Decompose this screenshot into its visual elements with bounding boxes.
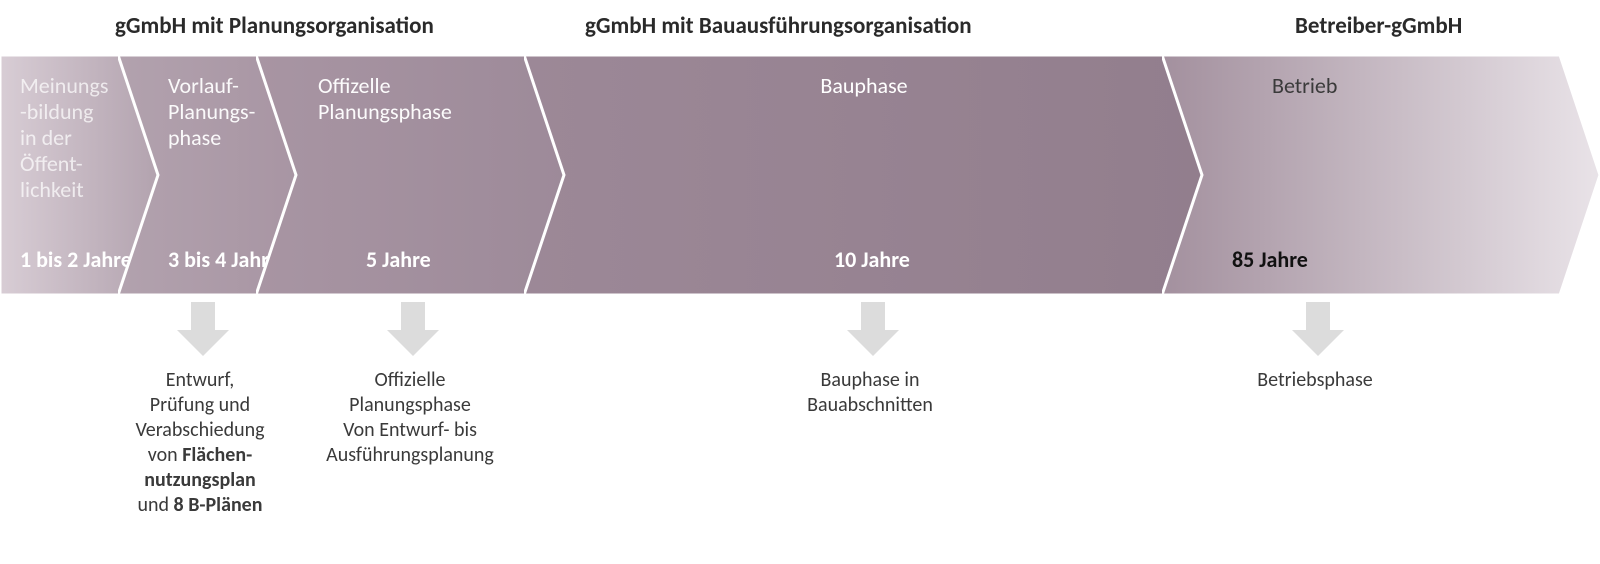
down-arrow-c5 [1288, 300, 1348, 358]
header-h-plan: gGmbH mit Planungsorganisation [115, 12, 434, 40]
header-h-build: gGmbH mit Bauausführungsorganisation [585, 12, 972, 40]
phase-duration: 5 Jahre [366, 246, 431, 273]
chevron-row: Meinungs-bildungin derÖffent-lichkeit1 b… [0, 55, 1600, 295]
phase-title: OffizellePlanungsphase [318, 73, 556, 125]
headers-row: gGmbH mit Planungsorganisation gGmbH mit … [0, 0, 1600, 50]
phase-duration: 85 Jahre [1232, 246, 1308, 273]
phase-duration: 10 Jahre [834, 246, 910, 273]
down-arrow-c3 [383, 300, 443, 358]
phase-p4: Bauphase 10 Jahre [524, 55, 1204, 295]
caption-c3: OffiziellePlanungsphaseVon Entwurf- bisA… [290, 368, 530, 468]
caption-c5: Betriebsphase [1210, 368, 1420, 393]
phase-duration: 1 bis 2 Jahre [20, 246, 132, 273]
phase-title: Betrieb [1272, 73, 1590, 99]
caption-c4: Bauphase inBauabschnitten [760, 368, 980, 418]
phase-p5: Betrieb 85 Jahre [1162, 55, 1600, 295]
down-arrow-c4 [843, 300, 903, 358]
phase-p3: OffizellePlanungsphase 5 Jahre [256, 55, 566, 295]
phase-title: Bauphase [524, 73, 1204, 99]
caption-c2: Entwurf,Prüfung undVerabschiedungvon Flä… [95, 368, 305, 518]
header-h-op: Betreiber-gGmbH [1295, 12, 1462, 40]
down-arrow-c2 [173, 300, 233, 358]
